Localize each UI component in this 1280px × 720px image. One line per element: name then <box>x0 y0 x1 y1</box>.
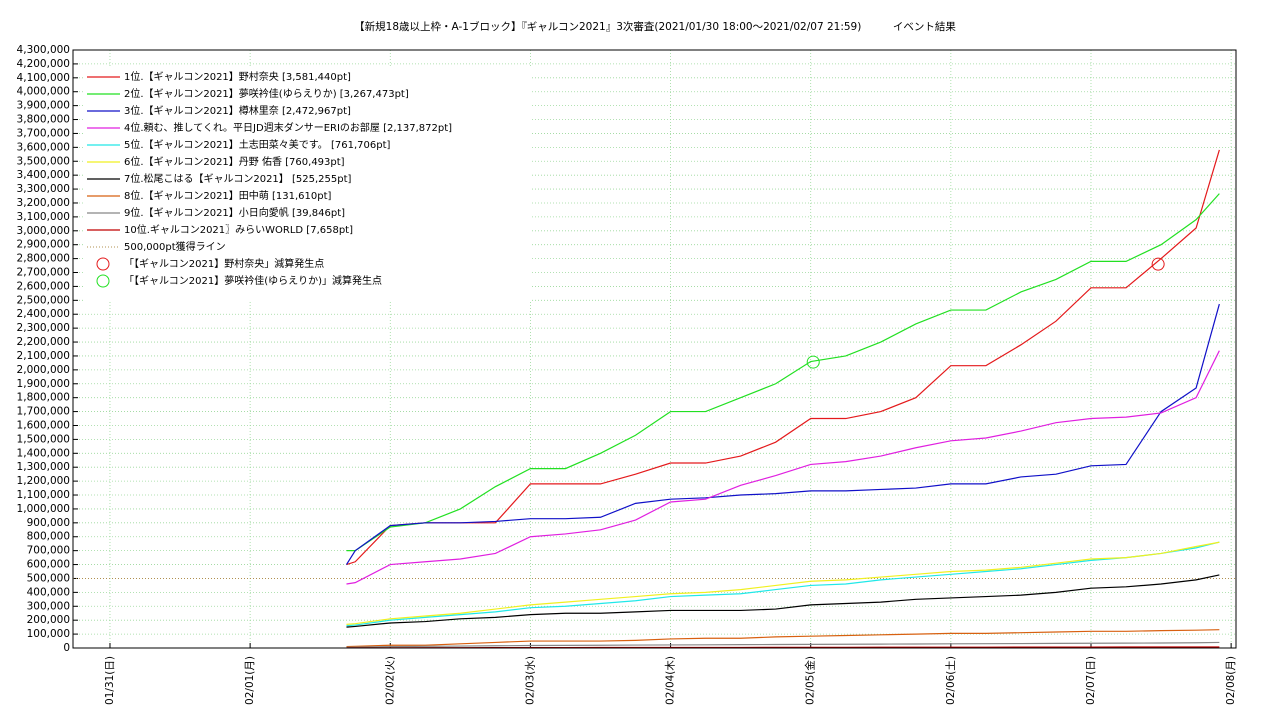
legend-label: 4位.頼む、推してくれ。平日JD週末ダンサーERIのお部屋 [2,137,872… <box>124 121 452 134</box>
chart-title: 【新規18歳以上枠・A-1ブロック】『ギャルコン2021』3次審査(2021/0… <box>354 20 956 33</box>
x-tick-label: 02/01(月) <box>244 656 256 705</box>
y-tick-label: 0 <box>63 642 70 654</box>
x-tick-label: 02/07(日) <box>1085 656 1097 705</box>
legend-label: 8位.【ギャルコン2021】田中萌 [131,610pt] <box>124 189 331 202</box>
marker <box>806 355 820 369</box>
y-tick-label: 1,800,000 <box>17 392 70 404</box>
y-tick-label: 3,500,000 <box>17 155 70 167</box>
series-line <box>346 541 1220 625</box>
series-line <box>346 641 1220 648</box>
y-tick-label: 400,000 <box>27 586 70 598</box>
y-tick-label: 2,600,000 <box>17 280 70 292</box>
x-tick-label: 02/06(土) <box>944 656 957 705</box>
legend-label: 1位.【ギャルコン2021】野村奈央 [3,581,440pt] <box>124 70 351 83</box>
legend-label: 2位.【ギャルコン2021】夢咲衿佳(ゆらえりか) [3,267,473pt] <box>124 87 409 100</box>
legend-label: 7位.松尾こはる【ギャルコン2021】 [525,255pt] <box>124 172 351 185</box>
y-tick-label: 700,000 <box>27 545 70 557</box>
y-tick-label: 1,600,000 <box>17 419 70 431</box>
x-tick-label: 02/05(金) <box>804 656 817 705</box>
x-tick-label: 01/31(日) <box>104 656 116 705</box>
x-tick-label: 02/02(火) <box>384 656 396 705</box>
y-tick-label: 1,000,000 <box>17 503 70 515</box>
y-tick-label: 900,000 <box>27 517 70 529</box>
y-tick-label: 1,700,000 <box>17 406 70 418</box>
y-tick-label: 4,100,000 <box>17 72 70 84</box>
y-tick-label: 200,000 <box>27 614 70 626</box>
y-tick-label: 800,000 <box>27 531 70 543</box>
y-tick-label: 1,400,000 <box>17 447 70 459</box>
x-tick-label: 02/04(木) <box>665 656 677 705</box>
y-tick-label: 2,100,000 <box>17 350 70 362</box>
y-tick-label: 1,300,000 <box>17 461 70 473</box>
series-line <box>345 303 1220 565</box>
legend-swatch <box>96 257 110 271</box>
legend-label: 「【ギャルコン2021】野村奈央」減算発生点 <box>124 257 324 270</box>
legend-label: 5位.【ギャルコン2021】土志田菜々美です。 [761,706pt] <box>124 138 390 151</box>
y-tick-label: 3,200,000 <box>17 197 70 209</box>
y-tick-label: 1,500,000 <box>17 433 70 445</box>
legend-label: 「【ギャルコン2021】夢咲衿佳(ゆらえりか)」減算発生点 <box>124 274 382 287</box>
marker <box>1151 257 1165 271</box>
y-tick-label: 2,400,000 <box>17 308 70 320</box>
y-tick-label: 2,000,000 <box>17 364 70 376</box>
series-line <box>346 574 1220 628</box>
y-tick-label: 4,300,000 <box>17 44 70 56</box>
legend-label: 10位.ギャルコン2021〗みらいWORLD [7,658pt] <box>124 223 353 236</box>
series-line <box>346 350 1220 585</box>
y-tick-label: 1,100,000 <box>17 489 70 501</box>
y-tick-label: 3,600,000 <box>17 141 70 153</box>
y-tick-label: 3,100,000 <box>17 211 70 223</box>
y-tick-label: 2,800,000 <box>17 253 70 265</box>
series-line <box>346 629 1220 648</box>
legend-swatch <box>96 274 110 288</box>
y-tick-label: 600,000 <box>27 559 70 571</box>
plot-frame <box>72 49 1237 649</box>
series-line <box>346 193 1220 552</box>
y-tick-label: 4,200,000 <box>17 58 70 70</box>
y-tick-label: 2,500,000 <box>17 294 70 306</box>
y-tick-label: 3,800,000 <box>17 114 70 126</box>
y-tick-label: 3,000,000 <box>17 225 70 237</box>
y-tick-label: 2,700,000 <box>17 267 70 279</box>
legend-label: 3位.【ギャルコン2021】樽林里奈 [2,472,967pt] <box>124 104 351 117</box>
x-tick-label: 02/03(水) <box>524 656 536 705</box>
y-tick-label: 1,200,000 <box>17 475 70 487</box>
y-tick-label: 2,200,000 <box>17 336 70 348</box>
legend-label: 500,000pt獲得ライン <box>124 240 226 253</box>
legend-box <box>83 68 531 301</box>
y-tick-label: 4,000,000 <box>17 86 70 98</box>
y-tick-label: 100,000 <box>27 628 70 640</box>
y-tick-label: 3,700,000 <box>17 127 70 139</box>
legend-label: 6位.【ギャルコン2021】丹野 佑香 [760,493pt] <box>124 155 345 168</box>
y-tick-label: 3,900,000 <box>17 100 70 112</box>
legend-label: 9位.【ギャルコン2021】小日向愛帆 [39,846pt] <box>124 206 345 219</box>
y-tick-label: 2,300,000 <box>17 322 70 334</box>
y-tick-label: 1,900,000 <box>17 378 70 390</box>
y-tick-label: 300,000 <box>27 600 70 612</box>
series-line <box>346 541 1220 627</box>
y-tick-label: 3,400,000 <box>17 169 70 181</box>
y-tick-label: 500,000 <box>27 572 70 584</box>
y-tick-label: 2,900,000 <box>17 239 70 251</box>
y-tick-label: 3,300,000 <box>17 183 70 195</box>
x-tick-label: 02/08(月) <box>1225 656 1237 705</box>
